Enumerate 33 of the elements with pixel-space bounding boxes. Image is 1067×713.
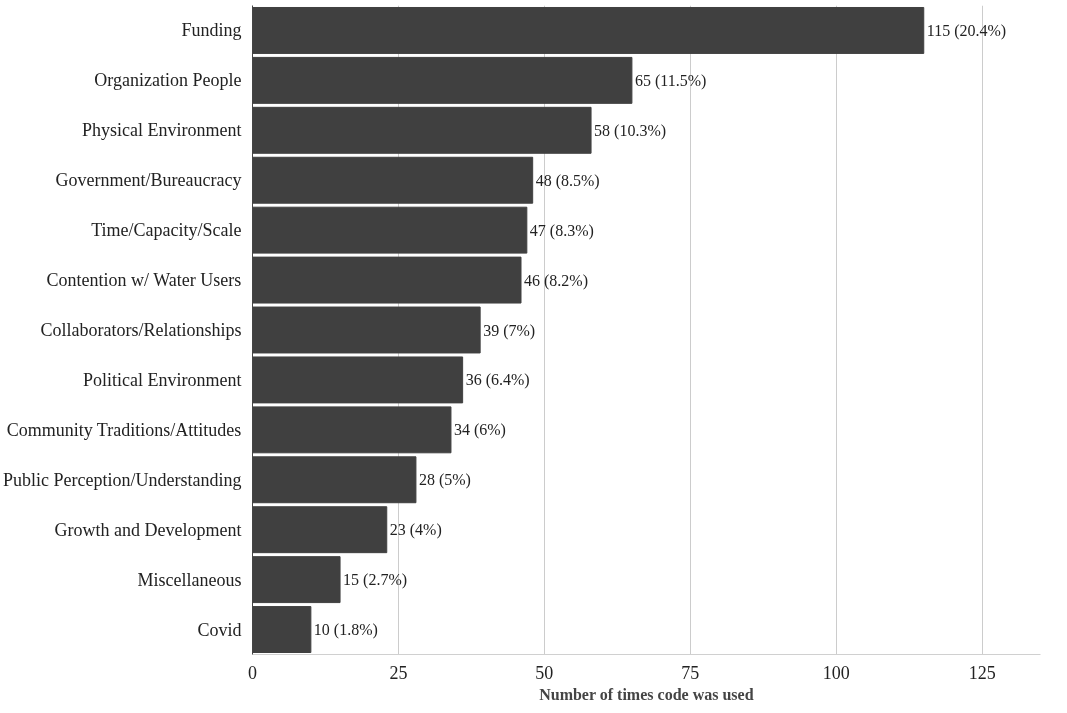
x-tick-label: 75 [681, 662, 700, 683]
data-label: 58 (10.3%) [594, 121, 667, 140]
y-tick-label: Funding [181, 20, 242, 41]
y-tick-label: Physical Environment [82, 120, 242, 141]
x-tick-label: 50 [535, 662, 554, 683]
y-tick-label: Miscellaneous [137, 569, 242, 590]
data-label: 47 (8.3%) [529, 221, 594, 240]
data-label: 23 (4%) [389, 521, 442, 540]
data-label: 115 (20.4%) [926, 21, 1007, 40]
data-label: 15 (2.7%) [343, 571, 408, 590]
y-tick-label: Government/Bureaucracy [55, 170, 242, 191]
y-tick-label: Community Traditions/Attitudes [6, 419, 242, 440]
x-tick-label: 100 [822, 662, 850, 683]
y-tick-label: Organization People [94, 70, 242, 91]
data-label: 39 (7%) [483, 321, 536, 340]
data-label: 48 (8.5%) [535, 171, 600, 190]
y-tick-label: Growth and Development [54, 519, 242, 540]
y-tick-label: Political Environment [83, 369, 242, 390]
data-label: 65 (11.5%) [634, 71, 707, 90]
y-tick-label: Public Perception/Understanding [3, 469, 242, 490]
data-label: 34 (6%) [453, 421, 506, 440]
x-tick-label: 0 [248, 662, 257, 683]
data-label: 36 (6.4%) [465, 371, 530, 390]
y-tick-label: Contention w/ Water Users [46, 270, 242, 291]
y-tick-label: Covid [197, 619, 242, 640]
x-tick-label: 25 [389, 662, 408, 683]
x-tick-label: 125 [968, 662, 996, 683]
data-label: 10 (1.8%) [313, 621, 378, 640]
x-axis-title: Number of times code was used [539, 685, 754, 703]
data-label: 28 (5%) [418, 471, 471, 490]
data-label: 46 (8.2%) [524, 271, 588, 290]
y-tick-label: Time/Capacity/Scale [91, 220, 242, 241]
y-tick-label: Collaborators/Relationships [40, 320, 242, 340]
